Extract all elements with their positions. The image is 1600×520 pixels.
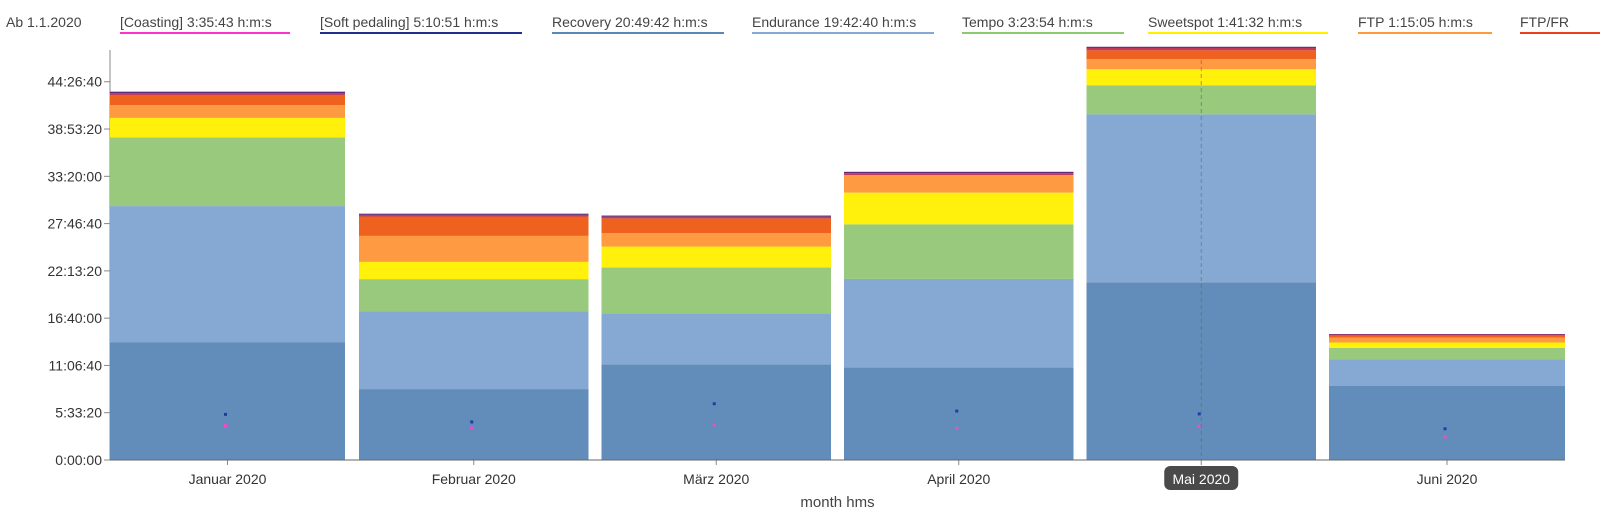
- bar-segment: [1329, 337, 1565, 343]
- legend-swatch-4: [962, 32, 1124, 34]
- y-tick-label: 22:13:20: [48, 263, 103, 279]
- marker-point: [955, 409, 959, 413]
- legend: Ab 1.1.2020 [Coasting] 3:35:43 h:m:s [Sof…: [0, 0, 1600, 44]
- bar-segment: [844, 278, 1074, 368]
- marker-point: [955, 426, 959, 430]
- bar-segment: [601, 313, 831, 365]
- bar-segment: [359, 311, 589, 390]
- y-tick-label: 33:20:00: [48, 168, 103, 184]
- marker-point: [1443, 427, 1447, 431]
- legend-swatch-6: [1358, 32, 1492, 34]
- bar-segment: [1329, 334, 1565, 336]
- bar-segment: [1086, 59, 1316, 70]
- highlight-label-bg: [1164, 466, 1239, 490]
- x-tick-label: Februar 2020: [432, 471, 516, 487]
- x-tick-label: Januar 2020: [189, 471, 267, 487]
- bar-segment: [1086, 50, 1316, 60]
- bar-segment: [359, 261, 589, 280]
- bar-segment: [110, 94, 345, 106]
- x-tick-label: März 2020: [683, 471, 749, 487]
- marker-point: [224, 424, 227, 428]
- legend-start-date: Ab 1.1.2020: [6, 14, 82, 30]
- bar-segment: [110, 206, 345, 343]
- bar-segment: [844, 192, 1074, 225]
- bar-segment: [601, 218, 831, 234]
- y-tick-label: 0:00:00: [55, 452, 102, 468]
- legend-item-2[interactable]: Recovery 20:49:42 h:m:s: [552, 14, 708, 30]
- bar-segment: [601, 364, 831, 460]
- bar-segment: [110, 91, 345, 94]
- x-tick-label: Juni 2020: [1417, 471, 1478, 487]
- y-tick-label: 27:46:40: [48, 216, 103, 232]
- bar-segment: [359, 235, 589, 262]
- legend-item-0[interactable]: [Coasting] 3:35:43 h:m:s: [120, 14, 272, 30]
- marker-point: [224, 412, 227, 416]
- bar-segment: [601, 216, 831, 219]
- legend-swatch-2: [552, 32, 724, 34]
- marker-point: [712, 423, 716, 427]
- marker-point: [1197, 424, 1201, 428]
- marker-point: [470, 420, 474, 424]
- bar-segment: [1329, 347, 1565, 360]
- x-axis-title: month hms: [800, 494, 874, 511]
- legend-item-7[interactable]: FTP/FR: [1520, 14, 1569, 30]
- bar-segment: [359, 389, 589, 460]
- bar-segment: [110, 342, 345, 460]
- x-tick-label: April 2020: [927, 471, 990, 487]
- legend-item-5[interactable]: Sweetspot 1:41:32 h:m:s: [1148, 14, 1303, 30]
- bar-segment: [110, 93, 345, 95]
- bar-segment: [1329, 335, 1565, 338]
- bar-segment: [601, 246, 831, 268]
- bar-segment: [359, 213, 589, 215]
- bar-segment: [844, 175, 1074, 193]
- legend-item-6[interactable]: FTP 1:15:05 h:m:s: [1358, 14, 1473, 30]
- bar-segment: [359, 214, 589, 217]
- y-tick-label: 11:06:40: [49, 357, 103, 373]
- legend-swatch-3: [752, 32, 934, 34]
- legend-swatch-1: [320, 32, 522, 34]
- bar-segment: [110, 137, 345, 207]
- bar-segment: [1329, 359, 1565, 387]
- legend-swatch-5: [1148, 32, 1328, 34]
- bar-segment: [110, 105, 345, 118]
- bar-segment: [844, 173, 1074, 176]
- bar-segment: [1086, 47, 1316, 51]
- marker-point: [1443, 435, 1447, 439]
- bar-segment: [359, 279, 589, 312]
- bar-segment: [601, 233, 831, 247]
- bar-segment: [844, 171, 1074, 174]
- marker-point: [470, 426, 474, 430]
- bar-segment: [1086, 114, 1316, 283]
- bar-segment: [1329, 342, 1565, 348]
- y-tick-label: 16:40:00: [48, 310, 103, 326]
- legend-item-3[interactable]: Endurance 19:42:40 h:m:s: [752, 14, 917, 30]
- legend-swatch-7: [1520, 32, 1600, 34]
- legend-swatch-0: [120, 32, 290, 34]
- bar-segment: [110, 117, 345, 138]
- legend-item-1[interactable]: [Soft pedaling] 5:10:51 h:m:s: [320, 14, 499, 30]
- y-tick-label: 44:26:40: [48, 74, 103, 90]
- y-tick-label: 38:53:20: [48, 121, 103, 137]
- bar-segment: [359, 216, 589, 236]
- bar-segment: [1086, 46, 1316, 48]
- bar-segment: [1329, 386, 1565, 460]
- marker-point: [1197, 412, 1201, 416]
- bar-segment: [601, 267, 831, 314]
- bar-segment: [844, 224, 1074, 279]
- bar-segment: [844, 367, 1074, 460]
- x-tick-label: Mai 2020: [1172, 471, 1230, 487]
- legend-item-4[interactable]: Tempo 3:23:54 h:m:s: [962, 14, 1093, 30]
- bar-segment: [601, 215, 831, 217]
- y-tick-label: 5:33:20: [55, 405, 102, 421]
- marker-point: [712, 402, 716, 406]
